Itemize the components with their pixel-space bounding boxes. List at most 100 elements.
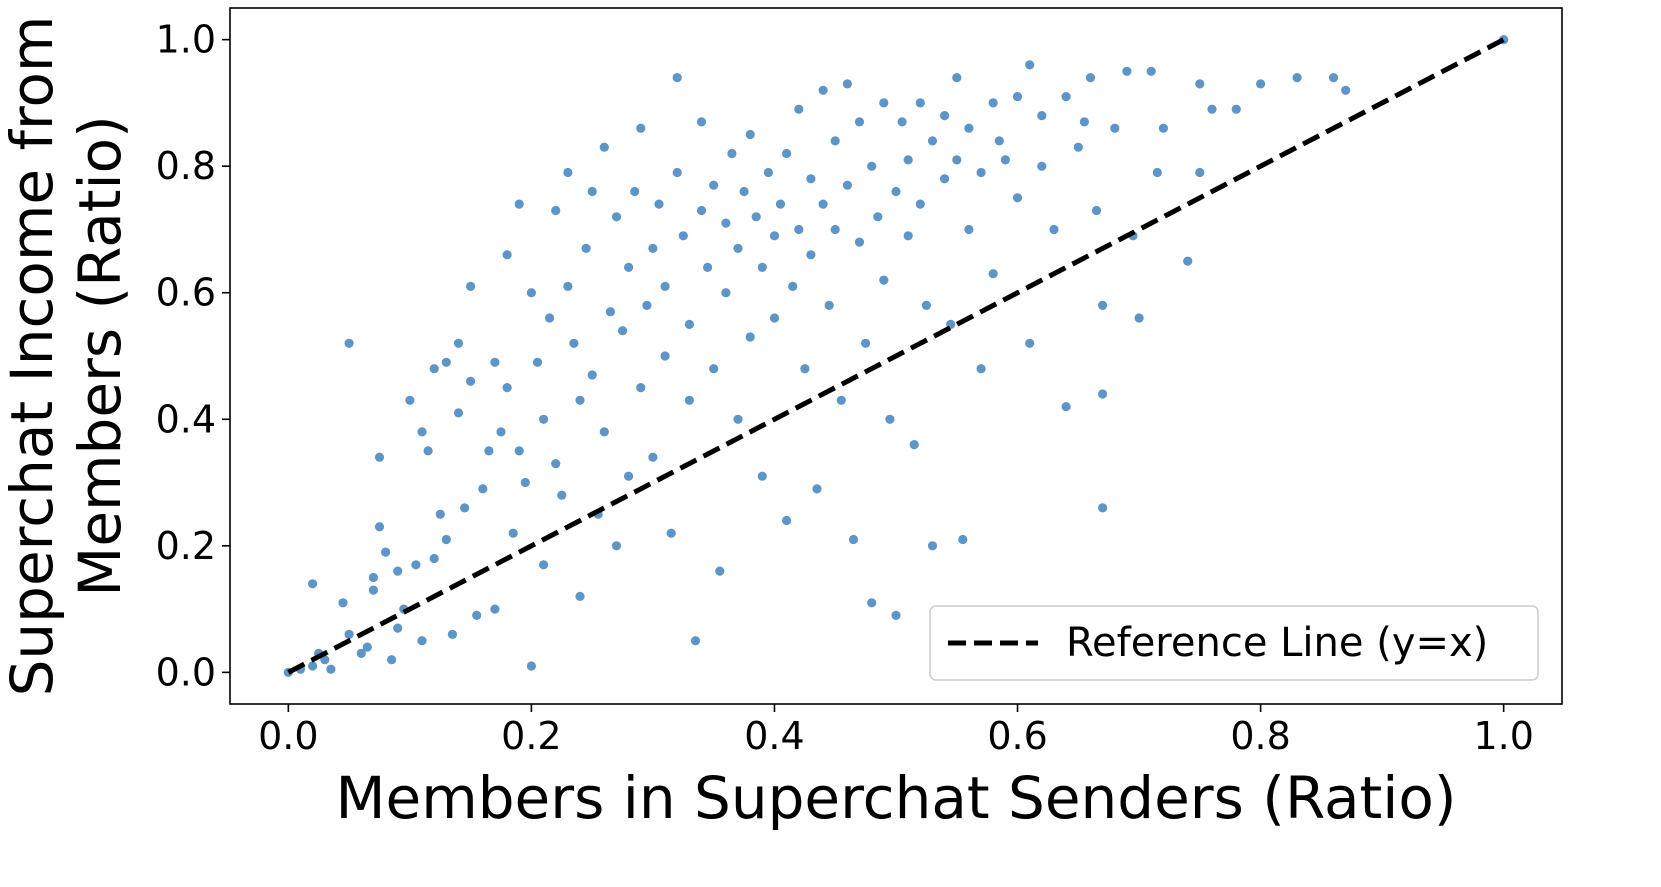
scatter-point xyxy=(405,395,415,405)
scatter-point xyxy=(848,534,859,545)
scatter-point xyxy=(526,661,537,671)
scatter-point xyxy=(964,224,974,235)
scatter-point xyxy=(800,364,810,374)
scatter-point xyxy=(709,364,719,374)
scatter-point xyxy=(526,288,537,298)
scatter-point xyxy=(374,452,385,462)
scatter-point xyxy=(423,446,433,456)
scatter-point xyxy=(824,300,834,310)
scatter-point xyxy=(514,446,524,456)
scatter-point xyxy=(836,395,846,405)
scatter-point xyxy=(1341,85,1351,95)
scatter-point xyxy=(557,490,567,500)
scatter-point xyxy=(648,452,658,462)
scatter-point xyxy=(393,623,403,633)
scatter-point xyxy=(308,661,318,671)
scatter-point xyxy=(703,262,713,272)
scatter-point xyxy=(569,338,579,348)
scatter-point xyxy=(417,427,427,437)
scatter-point xyxy=(757,471,767,481)
x-tick-label: 1.0 xyxy=(1473,714,1533,758)
scatter-point xyxy=(940,111,950,121)
x-axis-ticks: 0.0 0.2 0.4 0.6 0.8 1.0 xyxy=(258,704,1534,758)
scatter-point xyxy=(1037,161,1047,171)
scatter-point xyxy=(940,174,950,184)
scatter-point xyxy=(988,269,998,279)
scatter-point xyxy=(696,117,707,127)
scatter-point xyxy=(879,98,889,108)
scatter-point xyxy=(368,572,378,583)
reference-line xyxy=(287,37,1505,675)
scatter-point xyxy=(417,636,427,646)
scatter-point xyxy=(842,180,853,190)
legend: Reference Line (y=x) xyxy=(929,605,1539,681)
scatter-point xyxy=(611,541,622,551)
scatter-point xyxy=(630,186,640,197)
scatter-point xyxy=(1146,66,1156,76)
scatter-point xyxy=(952,73,962,83)
legend-label-reference-line: Reference Line (y=x) xyxy=(1066,620,1488,666)
scatter-point xyxy=(490,357,500,367)
scatter-point xyxy=(575,395,585,405)
scatter-point xyxy=(964,123,974,133)
scatter-point xyxy=(1037,111,1047,121)
scatter-point xyxy=(575,591,585,602)
scatter-point xyxy=(1207,104,1217,114)
legend-box xyxy=(929,605,1539,681)
scatter-point xyxy=(690,636,701,646)
scatter-point xyxy=(952,155,962,165)
scatter-point xyxy=(581,243,591,253)
scatter-point xyxy=(648,243,658,253)
scatter-point xyxy=(861,338,871,348)
scatter-point xyxy=(429,364,439,374)
scatter-point xyxy=(1098,300,1108,310)
scatter-point xyxy=(563,281,573,291)
scatter-point xyxy=(393,566,403,576)
scatter-point xyxy=(751,212,761,222)
scatter-point xyxy=(915,199,925,209)
scatter-point xyxy=(994,136,1004,146)
scatter-point xyxy=(642,300,652,310)
scatter-point xyxy=(441,357,451,367)
scatter-point xyxy=(466,376,476,386)
scatter-point xyxy=(897,117,907,127)
scatter-point xyxy=(842,79,853,89)
scatter-point xyxy=(1000,155,1011,165)
scatter-point xyxy=(1025,60,1035,70)
y-tick-label: 0.6 xyxy=(156,271,216,315)
scatter-point xyxy=(1098,503,1108,513)
scatter-point xyxy=(763,167,774,178)
scatter-point xyxy=(478,484,488,494)
scatter-point xyxy=(879,275,889,285)
x-tick-label: 0.8 xyxy=(1230,714,1290,758)
scatter-point xyxy=(484,446,494,456)
scatter-point xyxy=(721,288,731,298)
scatter-point xyxy=(356,648,366,659)
scatter-point xyxy=(539,560,549,570)
scatter-point xyxy=(794,224,804,235)
scatter-point xyxy=(988,98,998,108)
scatter-point xyxy=(429,553,439,564)
scatter-point xyxy=(599,142,609,152)
scatter-point xyxy=(1073,142,1083,152)
scatter-point xyxy=(514,199,524,209)
scatter-point xyxy=(769,313,780,323)
scatter-point xyxy=(830,136,840,146)
scatter-point xyxy=(1231,104,1241,114)
scatter-point xyxy=(660,351,670,361)
scatter-point xyxy=(891,610,901,621)
scatter-point xyxy=(636,123,646,133)
scatter-point xyxy=(867,598,877,608)
scatter-point xyxy=(745,129,755,140)
scatter-point xyxy=(326,664,336,674)
scatter-point xyxy=(460,503,470,513)
scatter-point xyxy=(624,262,634,272)
scatter-points xyxy=(283,35,1509,678)
scatter-point xyxy=(320,655,330,665)
scatter-point xyxy=(1328,73,1339,83)
reference-line-layer xyxy=(287,37,1505,675)
y-tick-label: 0.8 xyxy=(156,144,216,188)
scatter-point xyxy=(368,585,378,595)
scatter-point xyxy=(387,655,397,665)
scatter-point xyxy=(788,281,798,291)
